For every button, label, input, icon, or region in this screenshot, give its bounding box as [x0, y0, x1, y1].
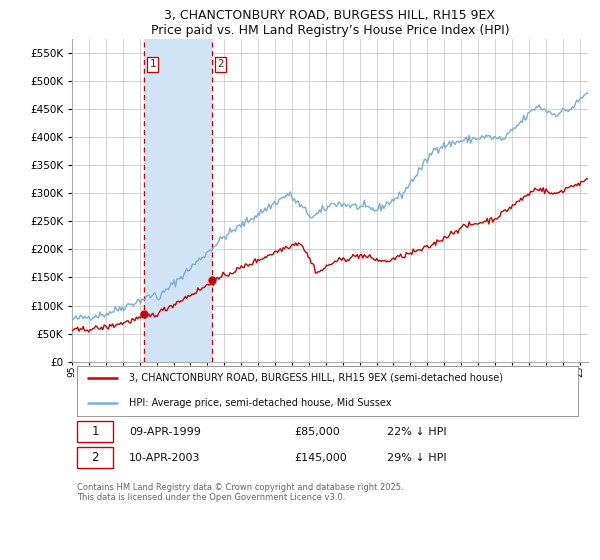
Text: 10-APR-2003: 10-APR-2003	[129, 453, 200, 463]
Text: £85,000: £85,000	[294, 427, 340, 437]
FancyBboxPatch shape	[77, 366, 578, 416]
Text: 22% ↓ HPI: 22% ↓ HPI	[387, 427, 446, 437]
Title: 3, CHANCTONBURY ROAD, BURGESS HILL, RH15 9EX
Price paid vs. HM Land Registry’s H: 3, CHANCTONBURY ROAD, BURGESS HILL, RH15…	[151, 8, 509, 36]
Text: 2: 2	[217, 59, 224, 69]
Text: 2: 2	[91, 451, 99, 464]
FancyBboxPatch shape	[77, 447, 113, 468]
FancyBboxPatch shape	[77, 422, 113, 442]
Bar	[144, 39, 212, 362]
Text: Contains HM Land Registry data © Crown copyright and database right 2025.
This d: Contains HM Land Registry data © Crown c…	[77, 483, 404, 502]
Text: 09-APR-1999: 09-APR-1999	[129, 427, 200, 437]
Text: 1: 1	[149, 59, 156, 69]
Text: £145,000: £145,000	[294, 453, 347, 463]
Text: 29% ↓ HPI: 29% ↓ HPI	[387, 453, 446, 463]
Text: 3, CHANCTONBURY ROAD, BURGESS HILL, RH15 9EX (semi-detached house): 3, CHANCTONBURY ROAD, BURGESS HILL, RH15…	[129, 372, 503, 382]
Text: HPI: Average price, semi-detached house, Mid Sussex: HPI: Average price, semi-detached house,…	[129, 398, 391, 408]
Text: 1: 1	[91, 425, 99, 438]
